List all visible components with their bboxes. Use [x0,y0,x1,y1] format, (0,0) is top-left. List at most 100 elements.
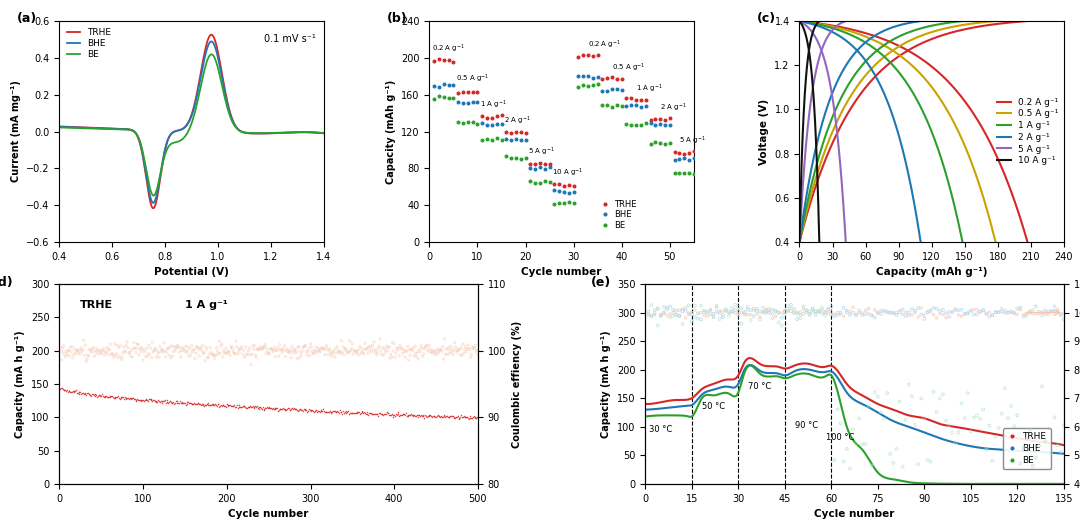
Point [395,345,413,353]
5 A g⁻¹ [832,22,845,28]
Point [838,308,855,317]
Point [53,383,70,392]
Point [221,401,239,409]
Point [652,311,670,320]
Point [91,346,108,355]
Point [79,389,96,398]
Point [135,397,152,405]
Point [102,346,119,354]
Point [555,182,572,190]
Point [924,304,942,312]
Point [191,399,208,408]
Point [680,148,698,157]
Point [238,343,255,351]
Point [79,355,96,363]
Point [210,400,227,409]
Point [1045,307,1063,316]
Point [131,350,148,359]
Point [248,345,266,353]
Point [987,308,1004,317]
Point [258,403,275,411]
Point [651,115,669,123]
10 A g⁻¹ [810,22,823,28]
Point [699,308,716,316]
Point [469,413,486,421]
Point [273,404,291,413]
Point [990,308,1008,317]
Point [307,347,324,356]
Point [522,160,539,168]
Point [702,306,719,315]
Point [685,147,702,156]
Point [78,357,95,366]
Point [156,339,173,347]
Point [108,341,125,350]
Point [238,404,255,412]
Point [953,399,970,408]
Point [164,347,181,356]
TRHE [207,34,220,40]
Point [848,440,865,448]
Point [125,395,143,403]
Point [575,81,592,89]
1 A g⁻¹ [794,236,807,242]
Point [113,393,131,402]
Point [181,345,199,353]
Point [375,351,392,359]
Point [435,412,454,420]
Point [433,413,450,421]
Point [338,409,355,417]
Point [962,307,980,315]
Point [1043,449,1061,457]
Point [295,407,312,416]
Point [83,347,100,356]
Point [165,400,183,408]
Point [623,120,640,129]
Point [1009,310,1026,319]
Point [66,345,83,353]
Y-axis label: Current (mA mg⁻¹): Current (mA mg⁻¹) [11,80,21,183]
Point [464,88,482,96]
Text: (e): (e) [591,276,611,289]
5 A g⁻¹ [839,18,852,24]
Point [853,309,870,317]
Point [649,321,666,330]
Point [994,308,1011,316]
Point [455,88,472,97]
Point [95,345,112,353]
Point [94,390,111,398]
Point [368,351,386,359]
Point [354,346,372,354]
Point [748,307,766,315]
Point [570,83,588,91]
Point [426,95,443,103]
Point [310,407,327,415]
Point [183,341,200,350]
Point [287,347,305,356]
Point [686,313,703,321]
Point [362,409,379,418]
Point [1005,309,1023,317]
Text: 10 A g$^{-1}$: 10 A g$^{-1}$ [552,167,583,179]
Point [329,408,347,417]
Point [81,346,98,354]
1 A g⁻¹ [890,35,903,41]
Point [777,310,794,319]
Point [467,341,484,350]
Point [146,396,163,404]
BE [207,53,220,59]
Point [424,412,442,420]
Point [52,385,69,393]
Point [730,311,747,320]
Point [449,117,467,126]
Point [345,409,362,418]
Point [140,341,158,349]
Point [953,312,970,320]
Point [536,160,553,168]
Point [459,98,476,107]
Point [341,409,359,417]
Point [639,309,657,318]
Point [204,401,221,410]
Point [891,307,908,315]
Point [966,310,983,319]
